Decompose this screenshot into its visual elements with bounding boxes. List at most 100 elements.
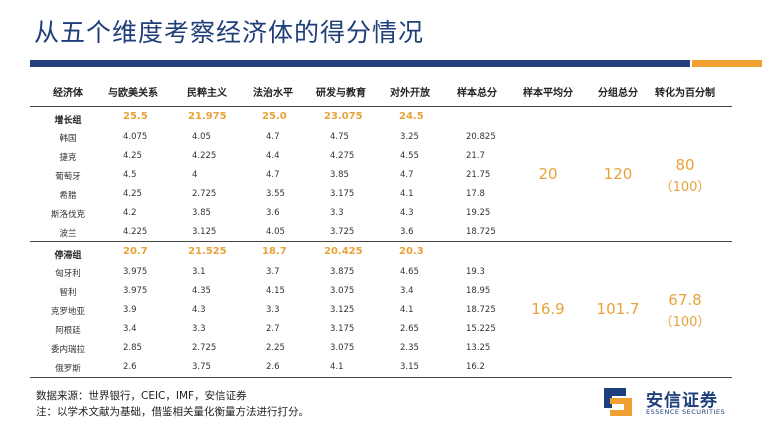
score-cell: 3.975 [123,267,148,277]
score-cell: 4.4 [266,151,280,161]
score-cell: 4.225 [123,227,148,237]
growth-sample-average: 20 [538,165,558,183]
score-cell: 2.7 [266,324,280,334]
sample-total-cell: 18.725 [466,227,496,237]
group-row-growth: 增长组 25.5 21.975 25.0 23.075 24.5 [30,109,732,128]
sample-total-cell: 16.2 [466,362,485,372]
header-divider [30,106,732,107]
score-cell: 3.15 [400,362,419,372]
table-row: 波兰 4.225 3.125 4.05 3.725 3.6 18.725 [30,223,732,242]
group-value: 20.7 [123,246,148,257]
stagnant-percentage: 67.8 [668,291,702,309]
score-cell: 2.725 [192,189,217,199]
sample-total-cell: 18.725 [466,305,496,315]
economy-name: 韩国 [59,134,77,144]
footnote: 数据来源：世界银行，CEIC，IMF，安信证券 注：以学术文献为基础，借鉴相关量… [36,388,309,420]
score-cell: 3.175 [330,324,355,334]
score-cell: 4.75 [330,132,349,142]
score-cell: 4.7 [400,170,414,180]
stagnant-percentage-base: （100） [659,315,711,330]
score-cell: 3.4 [123,324,137,334]
score-cell: 4.05 [266,227,285,237]
score-cell: 3.3 [266,305,280,315]
score-cell: 4.25 [123,189,142,199]
stagnant-sample-average: 16.9 [531,300,565,318]
essence-securities-logo: 安信证券 ESSENCE SECURITIES [596,384,746,420]
table-row: 捷克 4.25 4.225 4.4 4.275 4.55 21.7 [30,147,732,166]
score-cell: 3.125 [192,227,217,237]
header-sample-total: 样本总分 [457,88,497,99]
economy-name: 克罗地亚 [50,307,86,317]
score-cell: 4.7 [266,170,280,180]
score-cell: 3.1 [192,267,206,277]
header-group-total: 分组总分 [598,88,638,99]
economy-name: 捷克 [59,153,77,163]
page-title: 从五个维度考察经济体的得分情况 [34,18,425,47]
score-cell: 4.55 [400,151,419,161]
header-relations: 与欧美关系 [108,88,158,99]
score-cell: 4.1 [400,305,414,315]
score-cell: 3.7 [266,267,280,277]
header-openness: 对外开放 [390,88,430,99]
score-cell: 4.1 [400,189,414,199]
source-line: 数据来源：世界银行，CEIC，IMF，安信证券 [36,390,247,402]
economy-name: 阿根廷 [55,326,81,336]
score-cell: 3.975 [123,286,148,296]
score-cell: 3.175 [330,189,355,199]
table-header: 经济体 与欧美关系 民粹主义 法治水平 研发与教育 对外开放 样本总分 样本平均… [30,76,732,106]
score-cell: 4.275 [330,151,355,161]
sample-total-cell: 13.25 [466,343,491,353]
logo-name: 安信证券 [646,391,718,411]
score-cell: 4.25 [123,151,142,161]
score-cell: 2.65 [400,324,419,334]
table-row: 阿根廷 3.4 3.3 2.7 3.175 2.65 15.225 [30,320,732,339]
economy-name: 希腊 [59,191,77,201]
table-row: 智利 3.975 4.35 4.15 3.075 3.4 18.95 [30,282,732,301]
economy-name: 俄罗斯 [55,364,81,374]
score-cell: 4.3 [192,305,206,315]
score-cell: 2.85 [123,343,142,353]
group-value: 23.075 [324,111,363,122]
group-value: 21.525 [188,246,227,257]
group-value: 25.5 [123,111,148,122]
economy-name: 委内瑞拉 [50,345,86,355]
group-value: 24.5 [399,111,424,122]
score-cell: 3.075 [330,286,355,296]
title-underline-blue [30,60,690,67]
score-cell: 3.6 [400,227,414,237]
score-cell: 4.3 [400,208,414,218]
score-cell: 3.55 [266,189,285,199]
score-cell: 4.225 [192,151,217,161]
economy-name: 匈牙利 [55,269,81,279]
group-label: 停滞组 [54,251,82,261]
growth-group-total: 120 [603,165,633,183]
score-cell: 3.25 [400,132,419,142]
sample-total-cell: 21.7 [466,151,485,161]
group-row-stagnant: 停滞组 20.7 21.525 18.7 20.425 20.3 [30,244,732,263]
score-cell: 4.1 [330,362,344,372]
sample-total-cell: 21.75 [466,170,491,180]
score-cell: 4.2 [123,208,137,218]
score-cell: 3.875 [330,267,355,277]
score-cell: 4.7 [266,132,280,142]
score-cell: 3.075 [330,343,355,353]
score-cell: 3.125 [330,305,355,315]
table-bottom-border [30,377,732,378]
score-cell: 3.3 [192,324,206,334]
logo-subtitle: ESSENCE SECURITIES [646,408,726,416]
score-cell: 3.85 [330,170,349,180]
table-row: 匈牙利 3.975 3.1 3.7 3.875 4.65 19.3 [30,263,732,282]
score-cell: 4.15 [266,286,285,296]
header-populism: 民粹主义 [187,88,227,99]
group-value: 18.7 [262,246,287,257]
economy-name: 智利 [59,288,77,298]
score-cell: 4.65 [400,267,419,277]
table-row: 俄罗斯 2.6 3.75 2.6 4.1 3.15 16.2 [30,358,732,377]
group-value: 21.975 [188,111,227,122]
economy-name: 波兰 [59,229,77,239]
sample-total-cell: 17.8 [466,189,485,199]
header-rd-education: 研发与教育 [316,88,366,99]
score-cell: 4 [192,170,198,180]
score-cell: 4.35 [192,286,211,296]
group-divider [30,241,732,242]
